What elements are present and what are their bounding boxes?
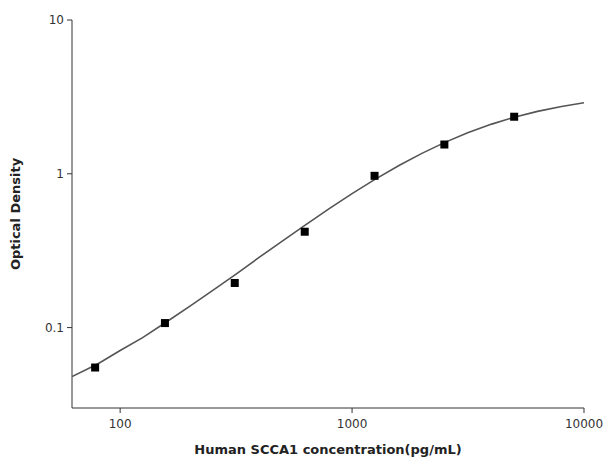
x-tick-label: 1000 — [337, 417, 368, 431]
y-tick — [67, 20, 72, 21]
x-tick — [584, 408, 585, 413]
x-tick-label: 10000 — [565, 417, 603, 431]
x-tick — [120, 408, 121, 413]
y-tick — [67, 173, 72, 174]
data-point — [301, 228, 309, 236]
y-tick-label: 10 — [49, 13, 64, 27]
data-point — [161, 319, 169, 327]
data-point — [440, 141, 448, 149]
chart: 100 1000 10000 0.1 1 10 Human SCCA1 concentrat… — [0, 0, 608, 470]
x-axis-label: Human SCCA1 concentration(pg/mL) — [194, 442, 461, 457]
data-point — [371, 172, 379, 180]
y-tick-label: 1 — [56, 167, 64, 181]
y-axis — [72, 20, 73, 408]
y-tick — [67, 327, 72, 328]
plot-area — [72, 103, 584, 377]
chart-container: 100 1000 10000 0.1 1 10 Human SCCA1 concentrat… — [0, 0, 608, 470]
data-point — [91, 364, 99, 372]
y-axis-label: Optical Density — [8, 157, 23, 270]
data-point — [510, 113, 518, 121]
data-point — [231, 279, 239, 287]
x-tick — [352, 408, 353, 413]
y-tick-label: 0.1 — [45, 321, 64, 335]
x-tick-label: 100 — [109, 417, 132, 431]
x-axis — [72, 408, 584, 409]
fit-curve — [72, 103, 584, 377]
